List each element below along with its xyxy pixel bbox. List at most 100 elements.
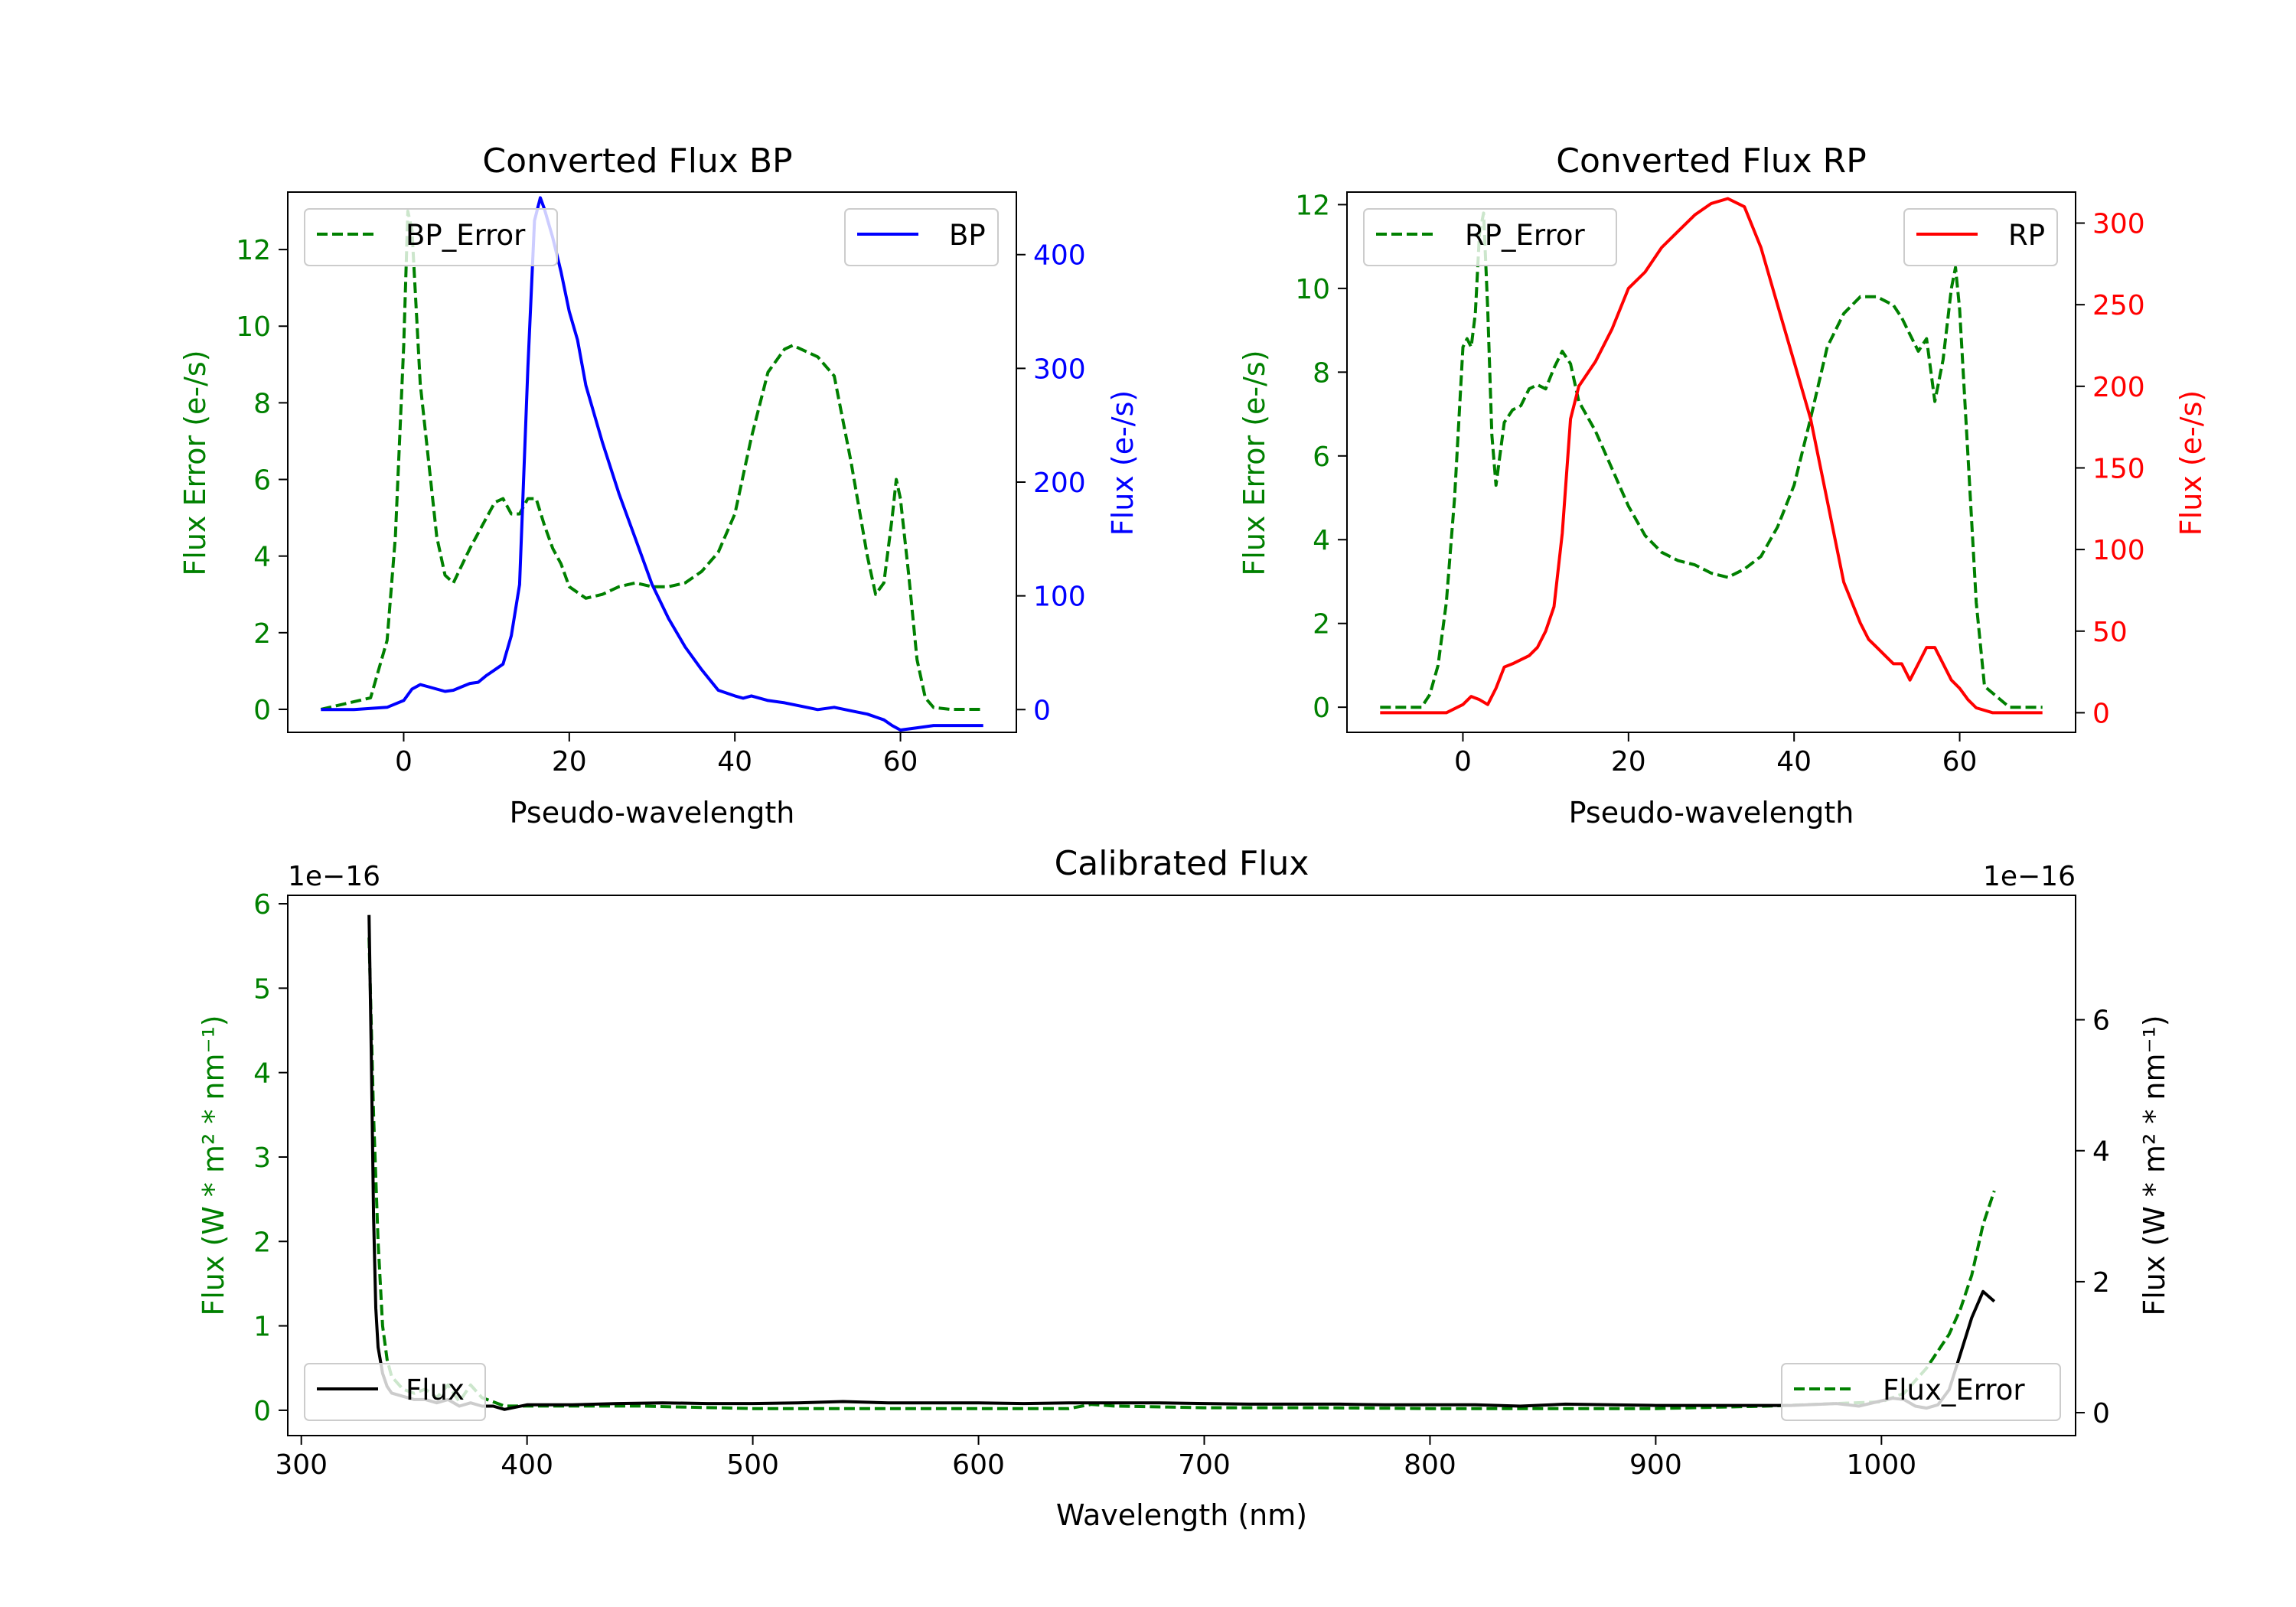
calibrated-xlabel: Wavelength (nm) (1056, 1498, 1307, 1532)
calibrated-title: Calibrated Flux (1055, 844, 1309, 883)
rp-ytick-left-label: 10 (1295, 274, 1330, 305)
bp-ylabel-right: Flux (e-/s) (1106, 390, 1140, 536)
rp-series-rp-error (1380, 211, 2043, 709)
calibrated-xtick-label: 900 (1629, 1449, 1682, 1481)
bp-error-legend: BP_Error (304, 208, 558, 266)
calibrated-series-flux-error (367, 937, 1996, 1410)
rp-legend-label: RP (2008, 219, 2045, 252)
calibrated-ytick-left-label: 0 (253, 1396, 271, 1427)
calibrated-xtick-label: 800 (1404, 1449, 1456, 1481)
rp-legend: RP (1903, 208, 2058, 266)
bp-ytick-left-label: 12 (236, 235, 271, 266)
flux-error-legend-box (1781, 1363, 2061, 1421)
bp-error-legend-box (304, 208, 558, 266)
bp-xtick-label: 0 (395, 746, 413, 777)
calibrated-xtick-label: 700 (1178, 1449, 1231, 1481)
rp-xtick-label: 0 (1454, 746, 1472, 777)
rp-error-legend-box (1363, 208, 1617, 266)
calibrated-ylabel-right: Flux (W * m² * nm⁻¹) (2138, 1015, 2171, 1315)
rp-ytick-right-label: 0 (2092, 698, 2110, 729)
rp-xlabel: Pseudo-wavelength (1569, 796, 1854, 830)
calibrated-ytick-right-label: 6 (2092, 1006, 2110, 1037)
calibrated-plot-area (367, 914, 1996, 1411)
calibrated-xtick-label: 600 (952, 1449, 1005, 1481)
rp-ytick-left-label: 8 (1313, 357, 1330, 389)
rp-series-rp (1380, 197, 2043, 715)
rp-plot-area (1380, 197, 2043, 715)
calibrated-offset-right: 1e−16 (1983, 861, 2076, 892)
bp-plot-area (320, 196, 983, 732)
rp-error-legend: RP_Error (1363, 208, 1617, 266)
flux-error-legend: Flux_Error (1781, 1363, 2061, 1421)
calibrated-xtick-label: 300 (275, 1449, 328, 1481)
rp-ytick-left-label: 6 (1313, 442, 1330, 473)
rp-error-legend-label: RP_Error (1465, 219, 1585, 252)
rp-panel: Converted Flux RP 0 20 40 60 0 2 4 6 8 10 12 0 50 100… (1238, 142, 2208, 830)
flux-legend-label: Flux (406, 1374, 465, 1407)
bp-series-bp (321, 196, 983, 732)
bp-panel: Converted Flux BP 0 20 40 60 0 2 4 6 8 10 12 0 100 20… (178, 142, 1140, 830)
calibrated-xtick-label: 400 (501, 1449, 553, 1481)
bp-ytick-right-label: 400 (1033, 240, 1086, 272)
bp-ytick-left-label: 0 (253, 695, 271, 726)
rp-ylabel-right: Flux (e-/s) (2174, 390, 2208, 536)
flux-legend-box (304, 1363, 486, 1421)
calibrated-ytick-right-label: 4 (2092, 1136, 2110, 1168)
bp-legend-label: BP (949, 219, 986, 252)
calibrated-ylabel-left: Flux (W * m² * nm⁻¹) (197, 1015, 230, 1315)
calibrated-ytick-left-label: 2 (253, 1227, 271, 1258)
bp-ytick-left-label: 6 (253, 465, 271, 497)
bp-ytick-right-label: 200 (1033, 468, 1086, 499)
rp-legend-box (1903, 208, 2058, 266)
calibrated-frame (287, 895, 2076, 1436)
rp-xtick-label: 40 (1776, 746, 1812, 777)
bp-ytick-left-label: 2 (253, 618, 271, 650)
calibrated-ytick-right-label: 0 (2092, 1398, 2110, 1429)
calibrated-ytick-left-label: 1 (253, 1312, 271, 1343)
bp-ticks: 0 20 40 60 0 2 4 6 8 10 12 0 100 200 300 400 (236, 235, 1086, 777)
rp-title: Converted Flux RP (1556, 142, 1867, 181)
calibrated-ytick-left-label: 5 (253, 973, 271, 1005)
rp-frame (1346, 191, 2076, 733)
bp-ytick-left-label: 8 (253, 388, 271, 419)
calibrated-ytick-right-label: 2 (2092, 1267, 2110, 1299)
bp-legend-box (844, 208, 999, 266)
rp-ytick-right-label: 200 (2092, 372, 2145, 403)
bp-xlabel: Pseudo-wavelength (510, 796, 795, 830)
calibrated-ticks: 300 400 500 600 700 800 900 1000 0 1 2 3 4 5 6 0 2 4 6 (253, 889, 2110, 1481)
bp-ytick-right-label: 0 (1033, 695, 1051, 726)
bp-series-bp-error (320, 210, 983, 711)
bp-ytick-right-label: 100 (1033, 582, 1086, 613)
bp-ytick-right-label: 300 (1033, 354, 1086, 385)
rp-ticks: 0 20 40 60 0 2 4 6 8 10 12 0 50 100 150 200 250 300 (1295, 190, 2145, 777)
rp-xtick-label: 60 (1942, 746, 1978, 777)
bp-ylabel-left: Flux Error (e-/s) (178, 350, 212, 575)
rp-ytick-right-label: 100 (2092, 535, 2145, 566)
rp-ytick-right-label: 250 (2092, 290, 2145, 321)
bp-xtick-label: 20 (552, 746, 587, 777)
calibrated-panel: Calibrated Flux 1e−16 1e−16 300 400 500 600… (197, 844, 2171, 1532)
rp-ytick-right-label: 50 (2092, 617, 2128, 648)
rp-ytick-left-label: 0 (1313, 693, 1330, 724)
flux-error-legend-label: Flux_Error (1883, 1374, 2025, 1407)
rp-ytick-left-label: 4 (1313, 525, 1330, 556)
calibrated-series-flux (367, 914, 1996, 1411)
bp-frame (287, 191, 1017, 733)
rp-ytick-right-label: 150 (2092, 453, 2145, 484)
rp-ylabel-left: Flux Error (e-/s) (1238, 350, 1271, 575)
rp-ytick-right-label: 300 (2092, 209, 2145, 240)
calibrated-ytick-left-label: 3 (253, 1143, 271, 1174)
calibrated-ytick-left-label: 6 (253, 889, 271, 921)
bp-xtick-label: 40 (717, 746, 752, 777)
rp-ytick-left-label: 12 (1295, 190, 1330, 221)
flux-legend: Flux (304, 1363, 486, 1421)
calibrated-offset-left: 1e−16 (288, 861, 380, 892)
rp-xtick-label: 20 (1611, 746, 1646, 777)
rp-ytick-left-label: 2 (1313, 609, 1330, 641)
bp-ytick-left-label: 10 (236, 311, 271, 343)
calibrated-xtick-label: 500 (726, 1449, 779, 1481)
bp-error-legend-label: BP_Error (406, 219, 526, 252)
bp-title: Converted Flux BP (482, 142, 792, 181)
calibrated-xtick-label: 1000 (1847, 1449, 1917, 1481)
